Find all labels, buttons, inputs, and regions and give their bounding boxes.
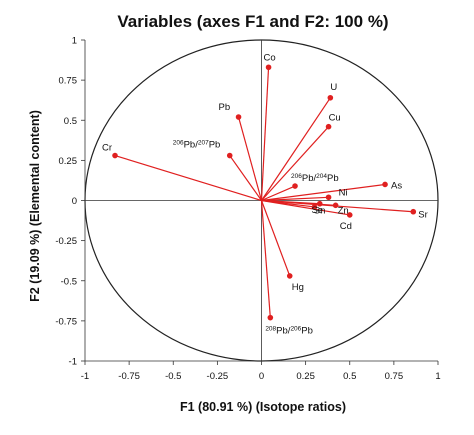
vector-label: U [330, 82, 337, 93]
vector-line [261, 97, 331, 201]
vector-line [237, 116, 263, 201]
vector-label: 208Pb/206Pb [265, 325, 313, 337]
chart-title: Variables (axes F1 and F2: 100 %) [117, 12, 388, 31]
vector-label: Co [264, 52, 276, 63]
vector-point [410, 208, 417, 215]
x-axis-title: F1 (80.91 %) (Isotope ratios) [180, 400, 346, 414]
vector-line [261, 126, 330, 201]
vector-point [112, 152, 118, 159]
vector-line [229, 155, 262, 201]
vector-point [325, 194, 332, 201]
y-axis-title: F2 (19.09 %) (Elemental content) [28, 110, 42, 302]
x-tick-label: 1 [435, 371, 440, 382]
vector-line [261, 199, 336, 206]
x-tick-label: 0.75 [385, 371, 404, 382]
y-tick-label: 0.25 [59, 156, 78, 167]
vector-point [382, 181, 388, 188]
vector-label: Cd [340, 221, 352, 232]
vector-label: Ni [339, 187, 348, 198]
vector-label: Zn [338, 205, 349, 216]
vector-label: Pb [219, 102, 231, 113]
vector-label: Cu [329, 113, 341, 124]
x-tick-label: 0 [259, 371, 264, 382]
vector-point [292, 183, 298, 189]
y-tick-label: -1 [69, 357, 77, 368]
vector-point [346, 212, 353, 218]
vector-point [286, 273, 293, 279]
vector-point [265, 64, 272, 71]
vector-line [260, 200, 271, 318]
vector-label: 206Pb/207Pb [173, 139, 221, 151]
x-tick-label: -0.25 [207, 371, 229, 382]
vector-label: 206Pb/204Pb [291, 173, 339, 185]
x-tick-label: 0.5 [343, 371, 356, 382]
vector-point [226, 152, 233, 159]
x-tick-label: 0.25 [296, 371, 315, 382]
vector-line [261, 183, 386, 202]
y-tick-label: -0.5 [61, 276, 77, 287]
y-tick-label: -0.25 [55, 236, 77, 247]
vector-line [260, 67, 270, 201]
x-tick-label: -0.75 [118, 371, 140, 382]
vector-line [260, 200, 291, 277]
y-tick-label: 0.75 [59, 76, 78, 87]
vector-line [114, 154, 262, 202]
y-tick-label: 1 [72, 36, 77, 47]
vector-label: Sr [418, 210, 428, 221]
vector-line [261, 199, 350, 216]
vector-label: Cr [102, 143, 112, 154]
vector-point [327, 94, 334, 101]
y-tick-label: 0.5 [64, 116, 77, 127]
plot-area: -1 -0.75 -0.5 -0.25 0 0.25 0.5 0.75 1 1 0.75 0.5 0.2… [55, 36, 440, 383]
vector-line [261, 185, 296, 202]
vector-point [332, 202, 339, 209]
vector-line [261, 196, 329, 202]
y-tick-label: -0.75 [55, 316, 77, 327]
x-tick-label: -0.5 [165, 371, 181, 382]
vector-point [311, 204, 318, 210]
x-tick-label: -1 [81, 371, 89, 382]
vector-label: Sn [314, 206, 326, 217]
vector-label: Hg [292, 282, 304, 293]
vector-label: As [391, 180, 402, 191]
vector-point [325, 123, 332, 130]
vector-label: Se [311, 205, 323, 216]
vector-point [267, 314, 274, 321]
vector-point [235, 114, 242, 120]
y-tick-label: 0 [72, 196, 77, 207]
